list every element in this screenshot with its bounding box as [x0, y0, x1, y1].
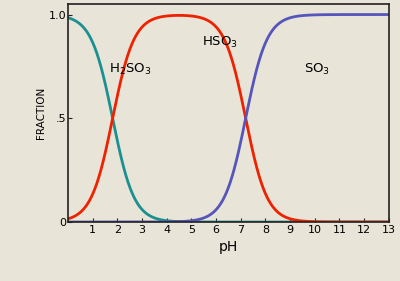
Text: $\mathregular{H_2SO_3}$: $\mathregular{H_2SO_3}$: [109, 62, 151, 77]
Text: $\mathregular{SO_3}$: $\mathregular{SO_3}$: [304, 62, 330, 77]
Text: $\mathregular{HSO_3}$: $\mathregular{HSO_3}$: [202, 35, 238, 50]
Y-axis label: FRACTION: FRACTION: [36, 87, 46, 139]
X-axis label: pH: pH: [219, 240, 238, 254]
